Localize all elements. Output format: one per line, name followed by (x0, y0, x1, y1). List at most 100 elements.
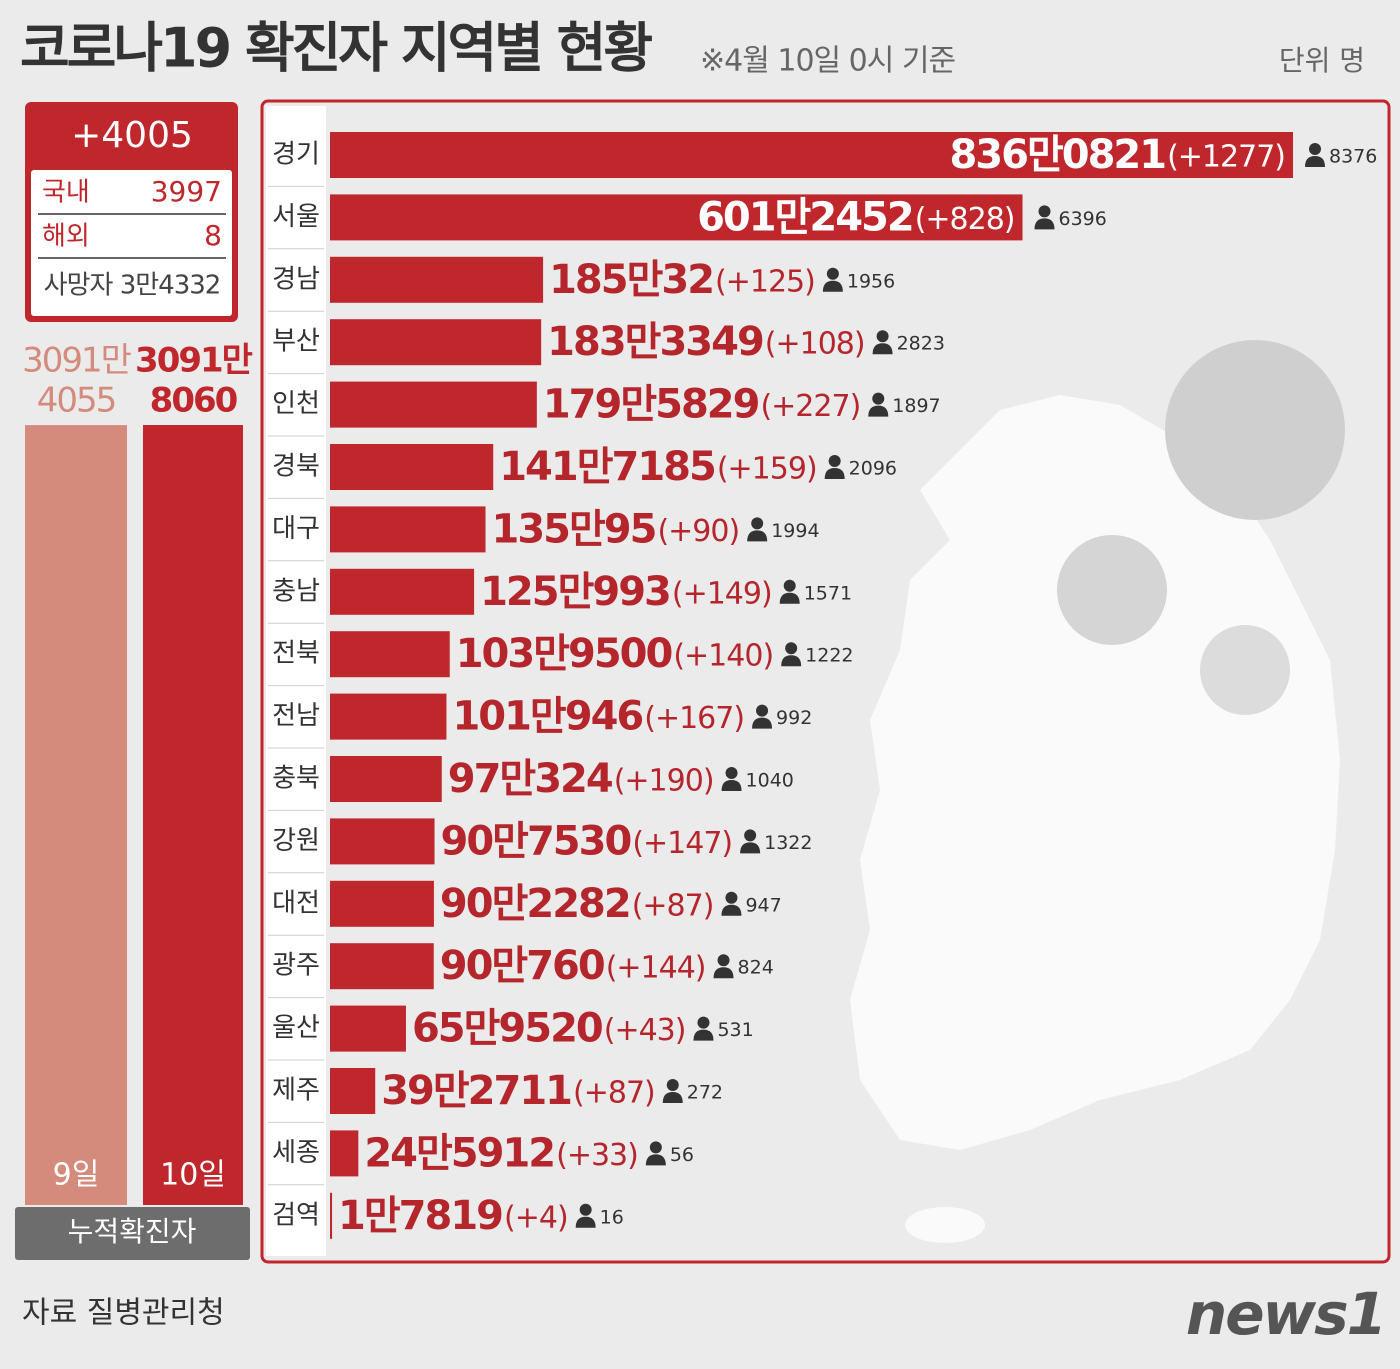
new-case-label: (+190) (614, 764, 714, 799)
value-label: 185만32 (549, 257, 713, 303)
death-count: 1322 (764, 832, 812, 854)
bar (330, 631, 450, 678)
new-case-label: (+1277) (1167, 140, 1285, 175)
icon-body (575, 1216, 596, 1228)
icon-head (744, 829, 757, 842)
person-icon (781, 642, 802, 667)
category-label: 광주 (272, 951, 320, 981)
death-count: 272 (687, 1082, 723, 1104)
cum-bar (25, 425, 127, 1205)
value-label: 1만7819 (338, 1193, 502, 1239)
new-case-label: (+149) (672, 576, 772, 611)
death-count: 56 (670, 1144, 694, 1166)
person-icon (779, 579, 800, 604)
summary-label: 해외 (42, 222, 90, 252)
value-label: 179만5829 (543, 382, 759, 428)
bar (330, 381, 537, 428)
source: 자료 질병관리청 (22, 1296, 225, 1331)
new-case-label: (+144) (606, 951, 706, 986)
death-count: 947 (745, 894, 781, 916)
death-count: 824 (738, 957, 774, 979)
summary-inner (31, 170, 232, 316)
new-case-label: (+43) (604, 1013, 686, 1048)
new-case-label: (+140) (673, 639, 773, 674)
cum-value-label: 3091만 (22, 341, 132, 381)
icon-head (697, 1016, 710, 1029)
cum-label-box (15, 1207, 250, 1260)
value-label: 103만9500 (456, 631, 672, 677)
icon-head (826, 267, 839, 280)
cum-bar (143, 425, 243, 1205)
bar (330, 194, 1023, 241)
person-icon (721, 767, 742, 791)
bar (330, 756, 442, 802)
value-label: 125만993 (480, 569, 670, 615)
category-label: 울산 (272, 1013, 320, 1043)
person-icon (645, 1141, 666, 1166)
bar (330, 1068, 376, 1114)
icon-head (1038, 205, 1051, 218)
bar (330, 132, 1293, 178)
icon-body (1305, 156, 1325, 167)
category-label: 전남 (272, 701, 320, 731)
category-label: 강원 (272, 826, 320, 856)
icon-body (824, 468, 845, 479)
bar (330, 319, 542, 366)
death-count: 1994 (771, 520, 819, 542)
category-label: 서울 (272, 202, 320, 232)
death-count: 16 (600, 1206, 624, 1228)
death-count: 1040 (746, 770, 794, 792)
category-label: 세종 (272, 1138, 320, 1168)
category-label: 제주 (272, 1076, 320, 1106)
icon-head (579, 1203, 592, 1216)
category-label: 인천 (272, 389, 320, 419)
icon-head (717, 954, 730, 967)
death-count: 1571 (804, 582, 852, 604)
value-label: 39만2711 (381, 1068, 571, 1114)
icon-body (645, 1154, 666, 1166)
icon-head (872, 392, 885, 405)
new-case-label: (+159) (717, 452, 817, 487)
person-icon (575, 1203, 596, 1228)
icon-head (876, 330, 889, 343)
person-icon (693, 1016, 714, 1041)
value-label: 65만9520 (412, 1006, 602, 1052)
icon-body (721, 904, 742, 916)
icon-head (751, 517, 764, 530)
cum-value-label: 4055 (37, 381, 116, 421)
bar (330, 506, 486, 553)
death-count: 1956 (847, 270, 895, 292)
category-label: 경북 (272, 452, 320, 482)
value-label: 90만760 (440, 943, 604, 989)
bar (330, 1005, 406, 1052)
unit: 단위 명 (1279, 44, 1365, 77)
icon-head (1309, 143, 1321, 155)
icon-head (649, 1141, 662, 1154)
death-count: 531 (717, 1019, 753, 1041)
value-label: 141만7185 (499, 444, 715, 490)
category-label: 부산 (272, 327, 320, 357)
icon-body (1034, 218, 1055, 230)
person-icon (1305, 143, 1325, 167)
category-label: 대전 (272, 888, 320, 918)
new-case-label: (+4) (504, 1200, 568, 1235)
icon-head (725, 767, 738, 779)
summary-value: 3997 (151, 175, 222, 208)
icon-head (666, 1079, 679, 1091)
person-icon (740, 829, 761, 854)
value-label: 836만0821 (949, 132, 1165, 178)
cum-category: 10일 (160, 1158, 226, 1193)
icon-body (781, 655, 802, 667)
death-count: 992 (776, 707, 812, 729)
bar (330, 1130, 359, 1177)
cum-value-label: 3091만 (135, 341, 253, 381)
icon-body (713, 967, 734, 979)
value-label: 90만2282 (440, 881, 630, 927)
new-case-label: (+87) (632, 888, 714, 923)
icon-body (662, 1092, 683, 1103)
map (850, 340, 1345, 1243)
icon-head (828, 455, 841, 467)
person-icon (721, 891, 742, 916)
value-label: 24만5912 (364, 1130, 554, 1176)
